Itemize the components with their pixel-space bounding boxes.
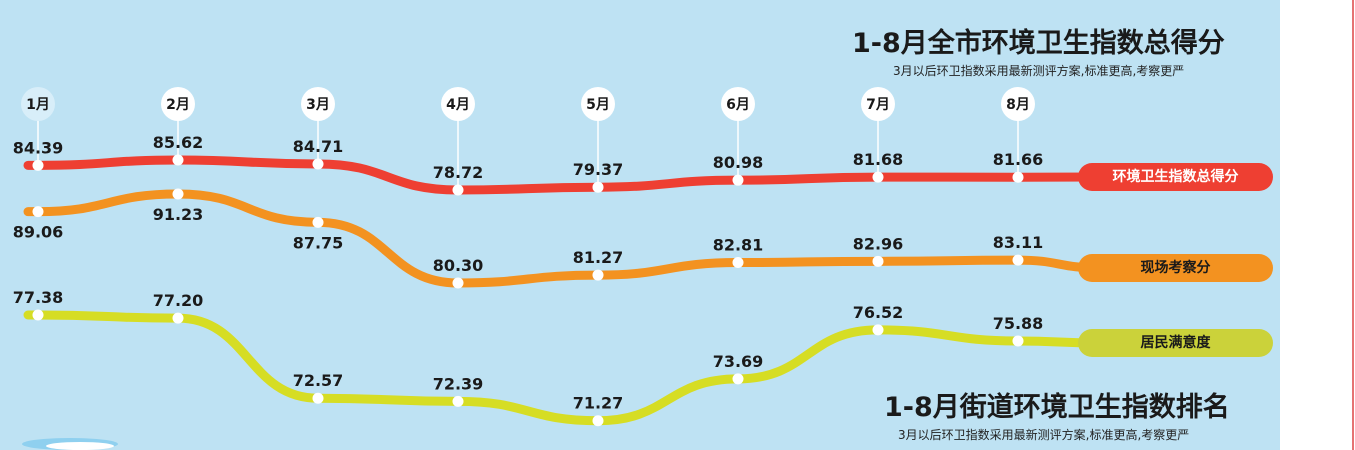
decor-circle	[46, 442, 114, 450]
data-label: 78.72	[433, 163, 484, 182]
legend-series-0: 环境卫生指数总得分	[1078, 163, 1273, 191]
ranking-subtitle: 3月以后环卫指数采用最新测评方案,标准更高,考察更严	[898, 428, 1190, 442]
data-label: 83.11	[993, 233, 1044, 252]
month-label: 5月	[586, 97, 610, 113]
month-bubble	[21, 87, 55, 121]
month-bubble	[581, 87, 615, 121]
data-label: 91.23	[153, 205, 204, 224]
data-label: 77.38	[13, 288, 64, 307]
chart-title: 1-8月全市环境卫生指数总得分	[852, 28, 1225, 59]
data-point	[872, 171, 884, 183]
series-line-1	[23, 189, 1105, 288]
data-label: 72.39	[433, 374, 484, 393]
month-bubble	[441, 87, 475, 121]
data-label: 76.52	[853, 303, 904, 322]
data-point	[732, 373, 744, 385]
data-point	[452, 277, 464, 289]
data-point	[312, 216, 324, 228]
month-label: 4月	[446, 97, 470, 113]
data-label: 77.20	[153, 291, 204, 310]
data-label: 85.62	[153, 133, 204, 152]
month-label: 6月	[726, 97, 750, 113]
data-point	[312, 158, 324, 170]
data-label: 81.68	[853, 150, 904, 169]
data-label: 73.69	[713, 352, 764, 371]
chart-subtitle: 3月以后环卫指数采用最新测评方案,标准更高,考察更严	[893, 64, 1185, 78]
chart-panel	[0, 0, 1280, 450]
data-point	[592, 181, 604, 193]
ranking-title: 1-8月街道环境卫生指数排名	[884, 392, 1230, 423]
data-point	[732, 257, 744, 269]
data-point	[1012, 171, 1024, 183]
data-point	[172, 154, 184, 166]
month-bubble	[721, 87, 755, 121]
data-point	[452, 395, 464, 407]
data-point	[592, 415, 604, 427]
data-label: 72.57	[293, 371, 344, 390]
data-label: 80.98	[713, 153, 764, 172]
legend-series-1: 现场考察分	[1078, 254, 1273, 282]
divider	[1352, 0, 1354, 450]
data-label: 89.06	[13, 223, 64, 242]
data-point	[872, 324, 884, 336]
data-point	[1012, 254, 1024, 266]
month-bubble	[161, 87, 195, 121]
data-point	[732, 174, 744, 186]
data-label: 82.81	[713, 236, 764, 255]
data-point	[32, 159, 44, 171]
month-label: 2月	[166, 97, 190, 113]
data-point	[32, 309, 44, 321]
data-label: 71.27	[573, 394, 624, 413]
series-line-2	[23, 310, 1105, 426]
data-label: 84.71	[293, 137, 344, 156]
data-label: 75.88	[993, 314, 1044, 333]
data-point	[452, 184, 464, 196]
data-label: 80.30	[433, 256, 484, 275]
month-label: 3月	[306, 97, 330, 113]
data-point	[312, 392, 324, 404]
data-point	[592, 269, 604, 281]
month-bubble	[1001, 87, 1035, 121]
data-label: 81.66	[993, 150, 1044, 169]
data-label: 79.37	[573, 160, 624, 179]
data-label: 81.27	[573, 248, 624, 267]
month-label: 8月	[1006, 97, 1030, 113]
data-label: 82.96	[853, 234, 904, 253]
data-point	[32, 206, 44, 218]
data-point	[872, 255, 884, 267]
data-point	[1012, 335, 1024, 347]
legend-series-2: 居民满意度	[1078, 329, 1273, 357]
month-label: 1月	[26, 97, 50, 113]
data-label: 84.39	[13, 138, 64, 157]
data-point	[172, 312, 184, 324]
data-point	[172, 188, 184, 200]
month-label: 7月	[866, 97, 890, 113]
series-line-0	[23, 155, 1105, 195]
data-label: 87.75	[293, 233, 344, 252]
month-bubble	[301, 87, 335, 121]
month-bubble	[861, 87, 895, 121]
